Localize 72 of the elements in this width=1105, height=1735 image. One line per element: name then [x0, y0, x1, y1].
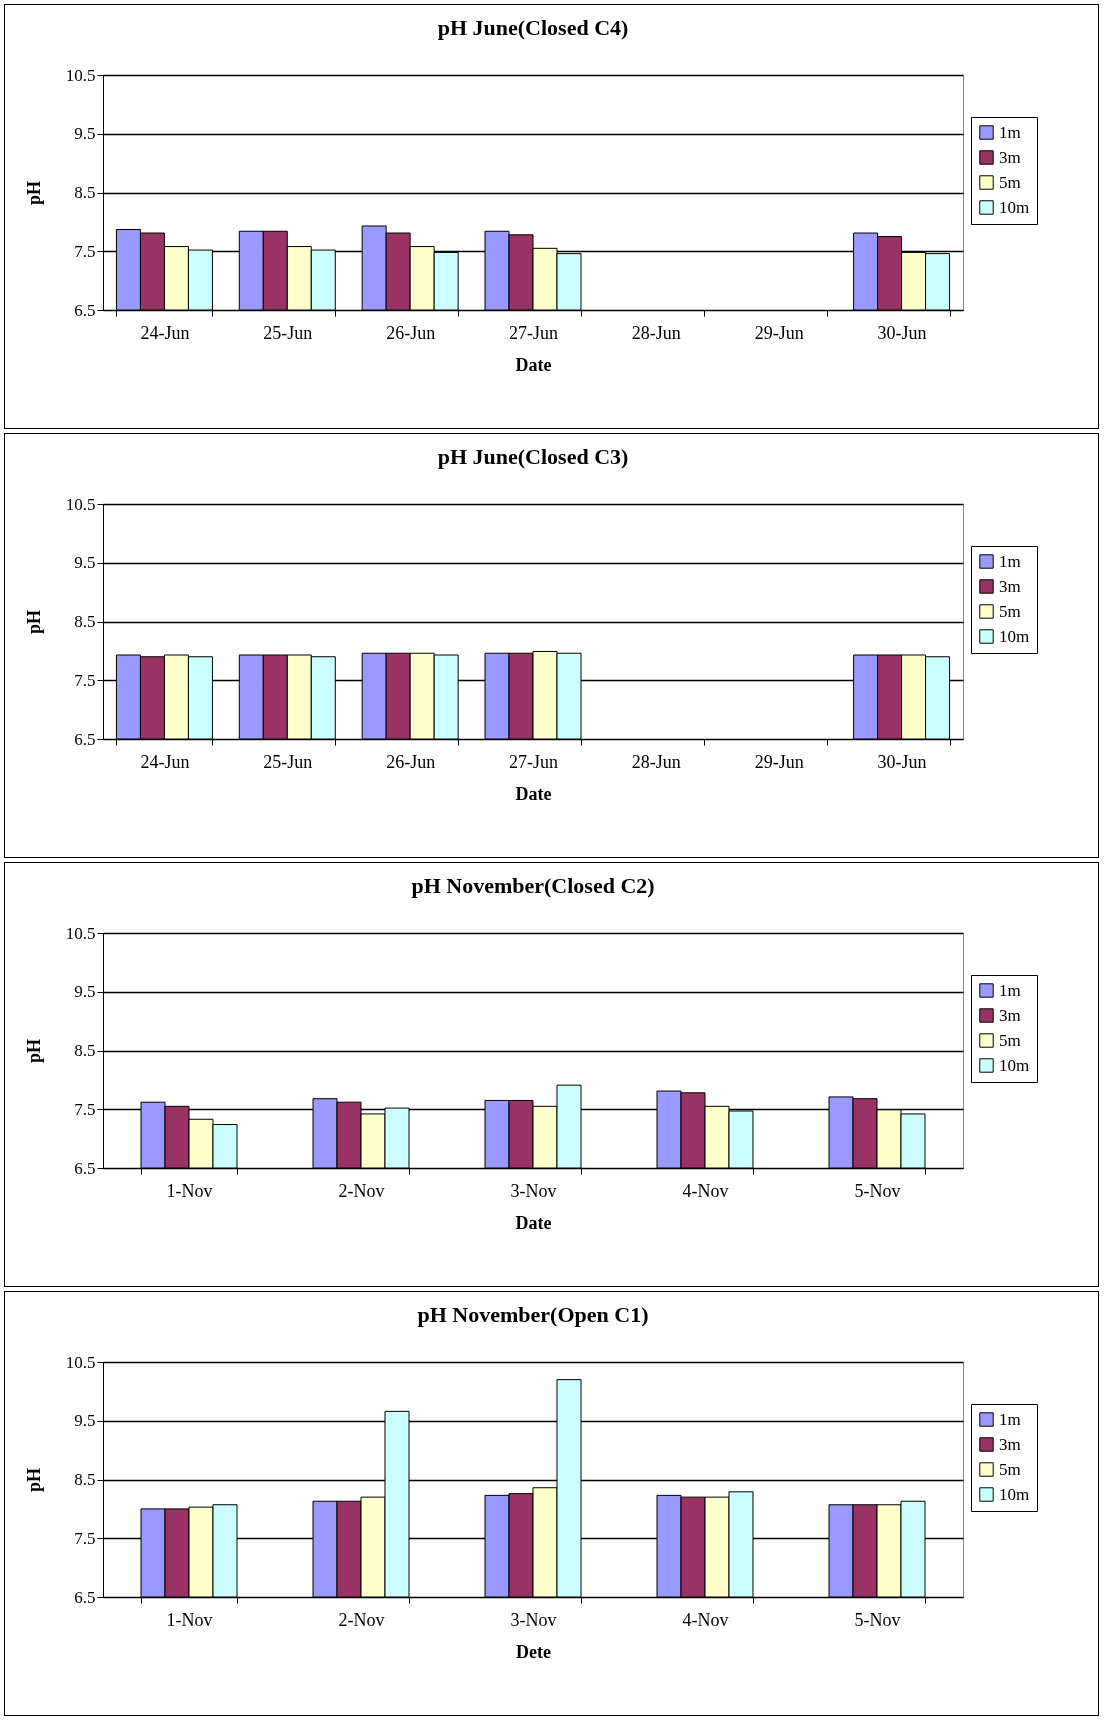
legend-label: 3m — [999, 576, 1021, 596]
x-tick-label: 24-Jun — [140, 322, 190, 343]
y-tick-label: 10.5 — [65, 923, 96, 943]
y-tick-label: 7.5 — [74, 1099, 96, 1119]
y-tick-label: 8.5 — [74, 183, 96, 202]
x-tick-label: 3-Nov — [510, 1609, 557, 1630]
y-tick-label: 7.5 — [74, 1528, 96, 1548]
x-tick-label: 27-Jun — [509, 322, 558, 343]
legend-label: 1m — [999, 122, 1021, 142]
x-tick-label: 5-Nov — [854, 1609, 901, 1630]
y-tick-label: 6.5 — [74, 1587, 96, 1607]
y-axis-title: pH — [23, 1467, 44, 1493]
y-tick-label: 6.5 — [74, 300, 96, 320]
y-tick-label: 8.5 — [74, 612, 96, 631]
y-tick-label: 8.5 — [74, 1470, 96, 1489]
y-tick-label: 7.5 — [74, 241, 96, 261]
legend-label: 10m — [999, 197, 1030, 217]
legend-label: 3m — [999, 1005, 1021, 1025]
x-axis-title: Date — [515, 783, 552, 804]
x-tick-label: 29-Jun — [754, 322, 804, 343]
x-tick-label: 2-Nov — [338, 1609, 385, 1630]
x-tick-label: 25-Jun — [263, 322, 313, 343]
legend-label: 5m — [999, 172, 1021, 192]
legend-label: 3m — [999, 147, 1021, 167]
chart-title: pH November(Closed C2) — [411, 873, 655, 898]
chart-title: pH June(Closed C3) — [437, 444, 629, 469]
x-tick-label: 25-Jun — [263, 751, 313, 772]
legend-label: 1m — [999, 551, 1021, 571]
legend-label: 3m — [999, 1434, 1021, 1454]
y-axis-title: pH — [23, 609, 44, 635]
legend-label: 1m — [999, 1409, 1021, 1429]
y-tick-label: 10.5 — [65, 65, 96, 85]
y-tick-label: 10.5 — [65, 1352, 96, 1372]
legend-label: 10m — [999, 1055, 1030, 1075]
x-tick-label: 30-Jun — [877, 751, 927, 772]
legend-label: 5m — [999, 601, 1021, 621]
x-tick-label: 2-Nov — [338, 1180, 385, 1201]
x-tick-label: 27-Jun — [509, 751, 558, 772]
x-tick-label: 4-Nov — [682, 1180, 729, 1201]
x-tick-label: 1-Nov — [166, 1609, 213, 1630]
x-axis-title: Date — [515, 1212, 552, 1233]
x-tick-label: 4-Nov — [682, 1609, 729, 1630]
x-tick-label: 1-Nov — [166, 1180, 213, 1201]
y-tick-label: 9.5 — [74, 1411, 96, 1431]
x-axis-title: Dete — [516, 1641, 551, 1662]
x-tick-label: 26-Jun — [386, 751, 436, 772]
legend-label: 1m — [999, 980, 1021, 1000]
x-tick-label: 3-Nov — [510, 1180, 557, 1201]
x-tick-label: 30-Jun — [877, 322, 927, 343]
x-tick-label: 26-Jun — [386, 322, 436, 343]
y-tick-label: 9.5 — [74, 553, 96, 573]
y-tick-label: 10.5 — [65, 494, 96, 514]
y-tick-label: 6.5 — [74, 729, 96, 749]
y-axis-title: pH — [23, 180, 44, 206]
y-tick-label: 7.5 — [74, 670, 96, 690]
x-tick-label: 5-Nov — [854, 1180, 901, 1201]
x-tick-label: 28-Jun — [631, 751, 681, 772]
x-tick-label: 24-Jun — [140, 751, 190, 772]
y-axis-title: pH — [23, 1038, 44, 1064]
legend-label: 5m — [999, 1030, 1021, 1050]
y-tick-label: 6.5 — [74, 1158, 96, 1178]
x-tick-label: 28-Jun — [631, 322, 681, 343]
x-axis-title: Date — [515, 354, 552, 375]
y-tick-label: 9.5 — [74, 124, 96, 144]
y-tick-label: 8.5 — [74, 1041, 96, 1060]
chart-title: pH November(Open C1) — [417, 1302, 649, 1327]
chart-title: pH June(Closed C4) — [437, 15, 629, 40]
legend-label: 10m — [999, 1484, 1030, 1504]
x-tick-label: 29-Jun — [754, 751, 804, 772]
legend-label: 5m — [999, 1459, 1021, 1479]
y-tick-label: 9.5 — [74, 982, 96, 1002]
legend-label: 10m — [999, 626, 1030, 646]
